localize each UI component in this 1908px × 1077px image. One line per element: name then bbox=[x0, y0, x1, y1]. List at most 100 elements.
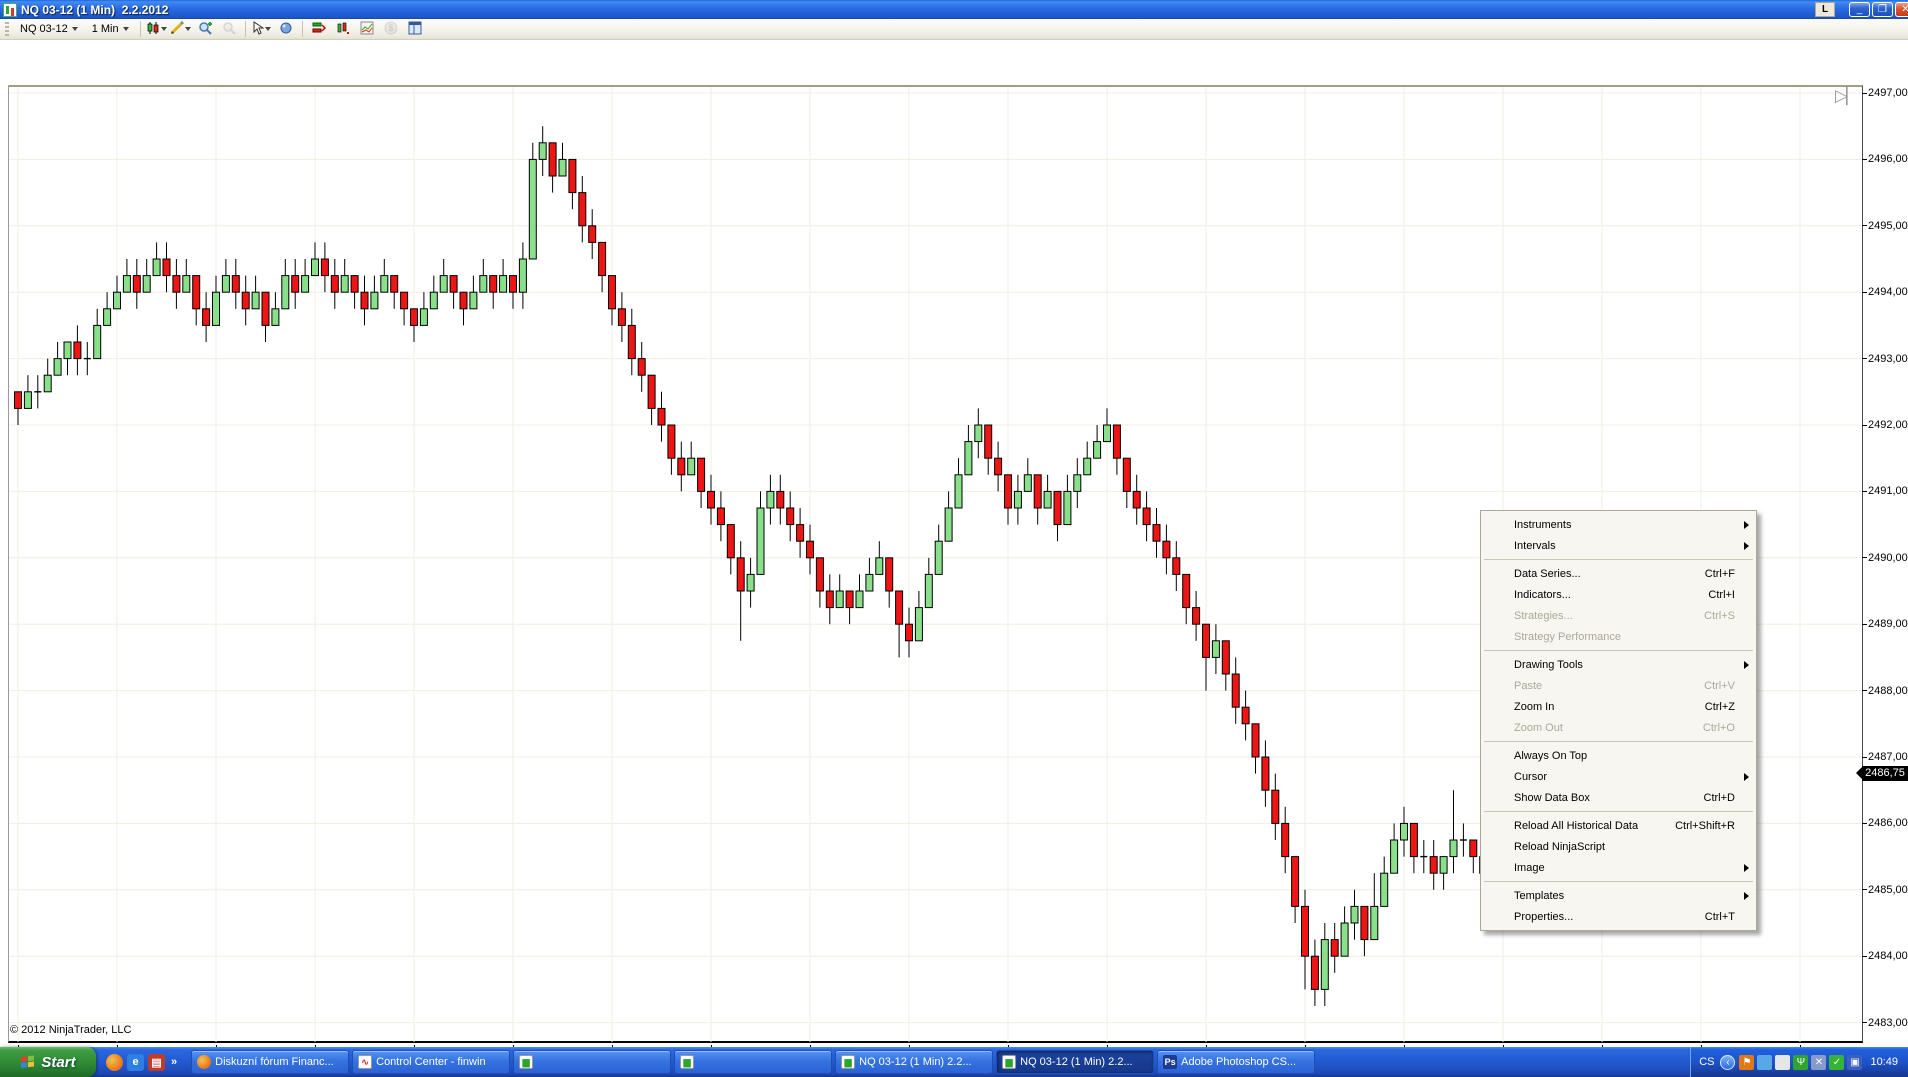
price-value: 2489,00 bbox=[1868, 618, 1908, 631]
candle-up bbox=[1063, 490, 1072, 526]
interval-selector[interactable]: 1 Min bbox=[86, 21, 135, 37]
candlestick-series[interactable] bbox=[14, 126, 1547, 1006]
titlebar[interactable]: NQ 03-12 (1 Min) 2.2.2012 L _ ❐ ✕ bbox=[0, 0, 1908, 19]
candle-down bbox=[400, 291, 409, 310]
gamepad-icon[interactable] bbox=[1775, 1054, 1791, 1070]
candle-down bbox=[1182, 573, 1191, 609]
candle-up bbox=[687, 457, 696, 476]
candle-down bbox=[796, 524, 805, 542]
menu-item-intervals[interactable]: Intervals bbox=[1482, 535, 1755, 556]
data-series-button[interactable] bbox=[332, 20, 354, 38]
candle-down bbox=[1202, 623, 1210, 658]
chart-style-button[interactable] bbox=[146, 20, 168, 38]
menu-item-label: Data Series... bbox=[1514, 567, 1581, 580]
price-value: 2496,00 bbox=[1868, 153, 1908, 166]
candle-down bbox=[776, 490, 785, 509]
submenu-arrow-icon bbox=[1744, 541, 1749, 550]
security-shield-icon[interactable]: ⚑ bbox=[1739, 1054, 1755, 1070]
candle-down bbox=[162, 258, 171, 277]
toolbar-grip[interactable] bbox=[5, 21, 9, 37]
taskbar-button-nq-03-12-1-min-2-2[interactable]: ▆ NQ 03-12 (1 Min) 2.2... bbox=[996, 1050, 1155, 1074]
language-indicator[interactable]: CS bbox=[1699, 1056, 1715, 1068]
taskbar-button-diskuzn-f-rum-financ[interactable]: Diskuzní fórum Financ... bbox=[191, 1050, 350, 1074]
taskbar-button-chart-3[interactable]: ▆ bbox=[674, 1050, 833, 1074]
menu-item-image[interactable]: Image bbox=[1482, 857, 1755, 878]
menu-item-cursor[interactable]: Cursor bbox=[1482, 766, 1755, 787]
taskbar: Start e ▤ » Diskuzní fórum Financ... ∿ Contr… bbox=[0, 1047, 1908, 1077]
menu-item-label: Show Data Box bbox=[1514, 791, 1590, 804]
save-disk-icon[interactable]: ▤ bbox=[148, 1053, 165, 1071]
candle-up bbox=[1449, 839, 1458, 858]
taskbar-button-adobe-photoshop-cs[interactable]: Ps Adobe Photoshop CS... bbox=[1157, 1050, 1316, 1074]
menu-item-properties[interactable]: Properties... Ctrl+T bbox=[1482, 906, 1755, 927]
zoom-in-button[interactable] bbox=[194, 20, 216, 38]
taskbar-button-control-center-finwin[interactable]: ∿ Control Center - finwin bbox=[352, 1050, 511, 1074]
link-button[interactable]: L bbox=[1815, 2, 1835, 17]
candle-down bbox=[202, 308, 211, 326]
candle-up bbox=[1320, 939, 1329, 990]
minimize-button[interactable]: _ bbox=[1849, 2, 1870, 17]
menu-item-label: Strategy Performance bbox=[1514, 630, 1621, 643]
menu-item-show-data-box[interactable]: Show Data Box Ctrl+D bbox=[1482, 787, 1755, 808]
taskbar-button-chart-2[interactable]: ▆ bbox=[513, 1050, 672, 1074]
data-box-button[interactable] bbox=[404, 20, 426, 38]
chart-window-button[interactable] bbox=[356, 20, 378, 38]
taskbar-button-nq-03-12-1-min-2-2[interactable]: ▆ NQ 03-12 (1 Min) 2.2... bbox=[835, 1050, 994, 1074]
go-to-end-marker-icon[interactable]: ▷▏ bbox=[1835, 86, 1859, 105]
cursor-button[interactable] bbox=[251, 20, 273, 38]
candle-down bbox=[1271, 789, 1280, 824]
candle-up bbox=[251, 291, 260, 310]
internet-explorer-icon[interactable]: e bbox=[127, 1053, 144, 1071]
chevron-down-icon bbox=[71, 27, 78, 31]
candle-up bbox=[1103, 424, 1111, 443]
candle-up bbox=[1370, 905, 1379, 941]
candle-up bbox=[23, 391, 32, 409]
svg-text:$: $ bbox=[388, 23, 393, 33]
candle-down bbox=[578, 192, 587, 227]
submenu-arrow-icon bbox=[1744, 891, 1749, 900]
restore-button[interactable]: ❐ bbox=[1872, 2, 1893, 17]
crosshair-button[interactable] bbox=[275, 20, 297, 38]
antenna-signal-icon[interactable]: Ψ bbox=[1793, 1054, 1809, 1070]
menu-item-label: Instruments bbox=[1514, 518, 1572, 531]
candle-up bbox=[499, 275, 508, 293]
task-button-label: Control Center - finwin bbox=[376, 1056, 486, 1068]
menu-item-data-series[interactable]: Data Series... Ctrl+F bbox=[1482, 563, 1755, 584]
menu-item-label: Indicators... bbox=[1514, 588, 1571, 601]
candle-up bbox=[865, 573, 874, 592]
pencil-button[interactable] bbox=[170, 20, 192, 38]
firefox-icon[interactable] bbox=[106, 1053, 123, 1071]
update-check-icon[interactable]: ✓ bbox=[1829, 1054, 1845, 1070]
wireless-network-icon[interactable] bbox=[1757, 1054, 1773, 1070]
candle-down bbox=[608, 275, 616, 310]
price-tick bbox=[1862, 822, 1867, 824]
start-button[interactable]: Start bbox=[0, 1047, 96, 1077]
menu-item-reload-all-historical-data[interactable]: Reload All Historical Data Ctrl+Shift+R bbox=[1482, 815, 1755, 836]
menu-item-label: Paste bbox=[1514, 679, 1543, 692]
quick-launch-overflow-chevron[interactable]: » bbox=[171, 1056, 178, 1068]
candle-down bbox=[697, 457, 706, 492]
price-axis-label: 2497,00 bbox=[1862, 87, 1908, 100]
menu-item-templates[interactable]: Templates bbox=[1482, 885, 1755, 906]
network-disconnected-icon[interactable]: ✕ bbox=[1811, 1054, 1827, 1070]
close-button[interactable]: ✕ bbox=[1895, 2, 1908, 17]
candle-down bbox=[1281, 822, 1290, 858]
menu-item-reload-ninjascript[interactable]: Reload NinjaScript bbox=[1482, 836, 1755, 857]
menu-item-indicators[interactable]: Indicators... Ctrl+I bbox=[1482, 584, 1755, 605]
menu-item-drawing-tools[interactable]: Drawing Tools bbox=[1482, 654, 1755, 675]
menu-item-always-on-top[interactable]: Always On Top bbox=[1482, 745, 1755, 766]
menu-item-label: Zoom In bbox=[1514, 700, 1555, 713]
candle-down bbox=[1310, 955, 1319, 990]
messenger-app-icon[interactable]: ▣ bbox=[1847, 1054, 1863, 1070]
task-button-strip: Diskuzní fórum Financ... ∿ Control Center … bbox=[187, 1050, 1690, 1074]
price-axis-label: 2490,00 bbox=[1862, 551, 1908, 564]
candle-down bbox=[132, 275, 141, 293]
hidden-icons-chevron[interactable]: ‹ bbox=[1720, 1054, 1736, 1070]
menu-item-zoom-in[interactable]: Zoom In Ctrl+Z bbox=[1482, 696, 1755, 717]
candle-up bbox=[479, 275, 488, 293]
data-series-icon bbox=[336, 21, 350, 38]
indicators-button[interactable] bbox=[308, 20, 330, 38]
instrument-selector[interactable]: NQ 03-12 bbox=[14, 21, 84, 37]
menu-item-instruments[interactable]: Instruments bbox=[1482, 514, 1755, 535]
price-tick bbox=[1862, 955, 1867, 957]
